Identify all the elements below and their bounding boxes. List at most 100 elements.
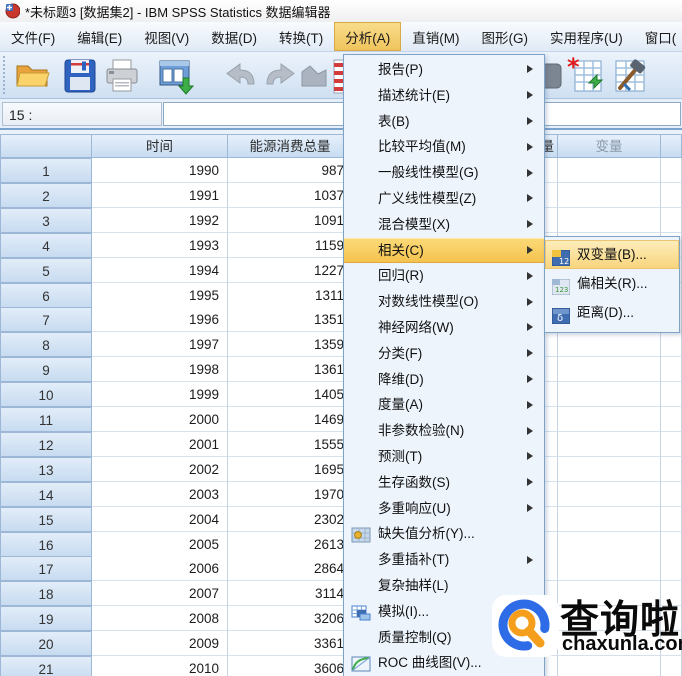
- cell-time[interactable]: 2005: [92, 531, 228, 557]
- recall-dialogs-icon[interactable]: [156, 56, 196, 96]
- cell-var[interactable]: [558, 382, 661, 408]
- cell-var[interactable]: [558, 531, 661, 557]
- row-number-cell[interactable]: 19: [0, 606, 92, 632]
- column-header-var[interactable]: 变量: [558, 134, 661, 158]
- cell-energy-consumption[interactable]: 3206: [228, 606, 353, 632]
- row-number-cell[interactable]: 20: [0, 631, 92, 657]
- analyze-menu-item-16[interactable]: 预测(T): [344, 444, 544, 470]
- menubar-item-1[interactable]: 文件(F): [11, 30, 56, 46]
- cell-time[interactable]: 1993: [92, 232, 228, 258]
- row-number-cell[interactable]: 4: [0, 232, 92, 258]
- cell-partial[interactable]: [661, 182, 682, 208]
- cell-var[interactable]: [558, 182, 661, 208]
- cell-reference[interactable]: 15 :: [2, 102, 162, 126]
- cell-partial[interactable]: [661, 556, 682, 582]
- cell-energy-consumption[interactable]: 1227: [228, 257, 353, 283]
- analyze-menu-item-12[interactable]: 分类(F): [344, 341, 544, 367]
- cell-energy-consumption[interactable]: 2864: [228, 556, 353, 582]
- cell-energy-consumption[interactable]: 1037: [228, 182, 353, 208]
- cell-time[interactable]: 1994: [92, 257, 228, 283]
- row-number-cell[interactable]: 12: [0, 431, 92, 457]
- cell-var[interactable]: [558, 431, 661, 457]
- cell-time[interactable]: 2001: [92, 431, 228, 457]
- cell-energy-consumption[interactable]: 1351: [228, 307, 353, 333]
- corner-header-cell[interactable]: [0, 134, 92, 158]
- correlate-submenu-item-2[interactable]: 123 偏相关(R)...: [545, 269, 679, 298]
- cell-energy-consumption[interactable]: 2302: [228, 506, 353, 532]
- row-number-cell[interactable]: 15: [0, 506, 92, 532]
- analyze-menu-item-24[interactable]: ROC 曲线图(V)...: [344, 650, 544, 676]
- menubar-item-9[interactable]: 实用程序(U): [550, 30, 623, 46]
- analyze-menu-item-7[interactable]: 混合模型(X): [344, 212, 544, 238]
- analyze-menu-item-18[interactable]: 多重响应(U): [344, 496, 544, 522]
- print-icon[interactable]: [102, 56, 142, 96]
- cell-time[interactable]: 1990: [92, 158, 228, 183]
- row-number-cell[interactable]: 11: [0, 407, 92, 432]
- cell-energy-consumption[interactable]: 3114: [228, 581, 353, 607]
- analyze-menu-item-1[interactable]: 报告(P): [344, 57, 544, 83]
- toolbar-drag-handle[interactable]: [3, 56, 8, 94]
- cell-var[interactable]: [558, 332, 661, 358]
- cell-time[interactable]: 2009: [92, 631, 228, 657]
- cell-energy-consumption[interactable]: 1970: [228, 481, 353, 507]
- row-number-cell[interactable]: 10: [0, 382, 92, 408]
- row-number-cell[interactable]: 5: [0, 257, 92, 283]
- cell-time[interactable]: 2004: [92, 506, 228, 532]
- cell-partial[interactable]: [661, 207, 682, 233]
- goto-case-icon-partial[interactable]: [298, 56, 338, 96]
- row-number-cell[interactable]: 13: [0, 456, 92, 482]
- menubar-item-2[interactable]: 编辑(E): [77, 30, 123, 46]
- cell-partial[interactable]: [661, 382, 682, 408]
- column-header-energy-consumption[interactable]: 能源消费总量: [228, 134, 353, 158]
- analyze-menu-item-22[interactable]: 模拟(I)...: [344, 599, 544, 625]
- cell-partial[interactable]: [661, 456, 682, 482]
- cell-var[interactable]: [558, 456, 661, 482]
- cell-partial[interactable]: [661, 656, 682, 676]
- cell-var[interactable]: [558, 207, 661, 233]
- cell-var[interactable]: [558, 506, 661, 532]
- cell-time[interactable]: 1991: [92, 182, 228, 208]
- cell-partial[interactable]: [661, 357, 682, 383]
- cell-energy-consumption[interactable]: 1159: [228, 232, 353, 258]
- cell-var[interactable]: [558, 481, 661, 507]
- cell-time[interactable]: 1997: [92, 332, 228, 358]
- analyze-menu-item-5[interactable]: 一般线性模型(G): [344, 160, 544, 186]
- row-number-cell[interactable]: 21: [0, 656, 92, 676]
- analyze-menu-item-6[interactable]: 广义线性模型(Z): [344, 186, 544, 212]
- cell-var[interactable]: [558, 631, 661, 657]
- row-number-cell[interactable]: 17: [0, 556, 92, 582]
- analyze-menu-item-13[interactable]: 降维(D): [344, 367, 544, 393]
- cell-energy-consumption[interactable]: 3606: [228, 656, 353, 676]
- cell-time[interactable]: 2002: [92, 456, 228, 482]
- analyze-menu-item-3[interactable]: 表(B): [344, 109, 544, 135]
- menubar-item-3[interactable]: 视图(V): [144, 30, 190, 46]
- cell-energy-consumption[interactable]: 1555: [228, 431, 353, 457]
- row-number-cell[interactable]: 7: [0, 307, 92, 333]
- menubar-item-8[interactable]: 图形(G): [481, 30, 529, 46]
- cell-partial[interactable]: [661, 506, 682, 532]
- cell-time[interactable]: 1995: [92, 282, 228, 308]
- row-number-cell[interactable]: 3: [0, 207, 92, 233]
- cell-energy-consumption[interactable]: 1091: [228, 207, 353, 233]
- analyze-menu-item-21[interactable]: 复杂抽样(L): [344, 573, 544, 599]
- analyze-menu-item-15[interactable]: 非参数检验(N): [344, 418, 544, 444]
- cell-var[interactable]: [558, 581, 661, 607]
- cell-time[interactable]: 2010: [92, 656, 228, 676]
- cell-var[interactable]: [558, 407, 661, 432]
- menubar-item-4[interactable]: 数据(D): [211, 30, 257, 46]
- menubar-item-5[interactable]: 转换(T): [279, 30, 324, 46]
- cell-energy-consumption[interactable]: 1359: [228, 332, 353, 358]
- cell-var[interactable]: [558, 556, 661, 582]
- cell-var[interactable]: [558, 606, 661, 632]
- analyze-menu-item-4[interactable]: 比较平均值(M): [344, 134, 544, 160]
- menubar-item-6[interactable]: 分析(A): [334, 22, 402, 51]
- correlate-submenu-item-3[interactable]: δ 距离(D)...: [545, 298, 679, 327]
- cell-energy-consumption[interactable]: 1361: [228, 357, 353, 383]
- cell-energy-consumption[interactable]: 1695: [228, 456, 353, 482]
- column-header-time[interactable]: 时间: [92, 134, 228, 158]
- cell-var[interactable]: [558, 656, 661, 676]
- analyze-menu-item-8[interactable]: 相关(C): [344, 237, 544, 264]
- cell-time[interactable]: 2000: [92, 407, 228, 432]
- analyze-menu-item-10[interactable]: 对数线性模型(O): [344, 289, 544, 315]
- analyze-menu-item-14[interactable]: 度量(A): [344, 392, 544, 418]
